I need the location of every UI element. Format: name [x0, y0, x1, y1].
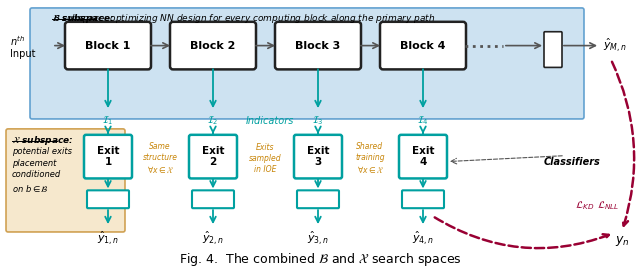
Text: Indicators: Indicators	[246, 116, 294, 126]
Text: potential exits
placement
conditioned
on $b \in \mathcal{B}$: potential exits placement conditioned on…	[12, 147, 72, 194]
FancyBboxPatch shape	[402, 190, 444, 208]
Text: Exit
3: Exit 3	[307, 146, 329, 167]
FancyBboxPatch shape	[380, 22, 466, 69]
FancyBboxPatch shape	[30, 8, 584, 119]
Text: Exit
4: Exit 4	[412, 146, 435, 167]
FancyBboxPatch shape	[170, 22, 256, 69]
FancyBboxPatch shape	[192, 190, 234, 208]
Text: $\mathcal{L}_{NLL}$: $\mathcal{L}_{NLL}$	[597, 199, 619, 212]
FancyBboxPatch shape	[189, 135, 237, 178]
Text: $\hat{y}_{1,n}$: $\hat{y}_{1,n}$	[97, 230, 119, 248]
Text: $\mathcal{L}_{KD}$: $\mathcal{L}_{KD}$	[575, 199, 595, 212]
Text: Exit
2: Exit 2	[202, 146, 224, 167]
Text: Block 2: Block 2	[190, 40, 236, 50]
FancyBboxPatch shape	[65, 22, 151, 69]
Text: Exit
1: Exit 1	[97, 146, 119, 167]
FancyBboxPatch shape	[297, 190, 339, 208]
Text: $\mathcal{I}_3$: $\mathcal{I}_3$	[312, 114, 324, 127]
Text: $\hat{y}_{4,n}$: $\hat{y}_{4,n}$	[412, 230, 434, 248]
FancyBboxPatch shape	[399, 135, 447, 178]
FancyBboxPatch shape	[87, 190, 129, 208]
Text: $\mathcal{B}$ subspace: optimizing NN design for every computing block along the: $\mathcal{B}$ subspace: optimizing NN de…	[52, 12, 435, 25]
Text: $\mathcal{I}_4$: $\mathcal{I}_4$	[417, 114, 429, 127]
Text: $n^{th}$: $n^{th}$	[10, 34, 25, 48]
Text: Classifiers: Classifiers	[543, 157, 600, 167]
Text: Block 3: Block 3	[296, 40, 340, 50]
FancyBboxPatch shape	[544, 32, 562, 68]
Text: $\mathcal{X}$ subspace:: $\mathcal{X}$ subspace:	[12, 134, 74, 147]
Text: $\mathcal{I}_1$: $\mathcal{I}_1$	[102, 114, 114, 127]
Text: Shared
training
$\forall x \in \mathcal{X}$: Shared training $\forall x \in \mathcal{…	[355, 142, 385, 175]
Text: $\hat{y}_{M,n}$: $\hat{y}_{M,n}$	[603, 37, 627, 54]
Text: $\mathcal{B}$ subspace:: $\mathcal{B}$ subspace:	[52, 12, 114, 25]
Text: Fig. 4.  The combined $\mathcal{B}$ and $\mathcal{X}$ search spaces: Fig. 4. The combined $\mathcal{B}$ and $…	[179, 251, 461, 268]
Text: $\hat{y}_{2,n}$: $\hat{y}_{2,n}$	[202, 230, 224, 248]
Text: $\mathcal{I}_2$: $\mathcal{I}_2$	[207, 114, 219, 127]
FancyBboxPatch shape	[6, 129, 125, 232]
Text: Input: Input	[10, 49, 35, 59]
Text: $\hat{y}_{3,n}$: $\hat{y}_{3,n}$	[307, 230, 329, 248]
FancyBboxPatch shape	[275, 22, 361, 69]
Text: $y_n$: $y_n$	[614, 234, 629, 248]
Text: Block 1: Block 1	[85, 40, 131, 50]
Text: Same
structure
$\forall x \in \mathcal{X}$: Same structure $\forall x \in \mathcal{X…	[143, 142, 177, 175]
FancyBboxPatch shape	[84, 135, 132, 178]
Text: Block 4: Block 4	[400, 40, 445, 50]
FancyBboxPatch shape	[294, 135, 342, 178]
Text: Exits
sampled
in IOE: Exits sampled in IOE	[249, 143, 282, 174]
